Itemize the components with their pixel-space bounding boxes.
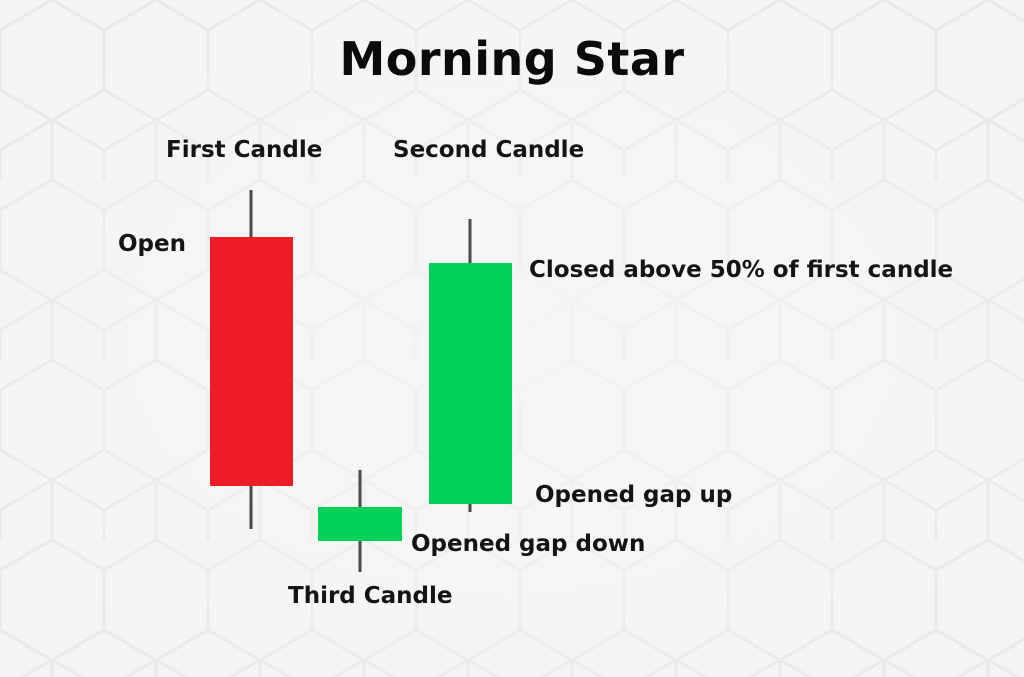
label-opened-gap-down: Opened gap down <box>411 531 646 557</box>
third-candle-body <box>318 507 402 541</box>
page-title: Morning Star <box>339 32 685 86</box>
first-candle-body <box>210 237 293 486</box>
label-first-candle: First Candle <box>166 137 323 163</box>
label-opened-gap-up: Opened gap up <box>535 482 733 508</box>
label-second-candle: Second Candle <box>393 137 585 163</box>
label-open: Open <box>118 231 186 257</box>
label-closed-above: Closed above 50% of first candle <box>529 257 954 283</box>
label-third-candle: Third Candle <box>288 583 453 609</box>
second-candle-body <box>429 263 512 504</box>
